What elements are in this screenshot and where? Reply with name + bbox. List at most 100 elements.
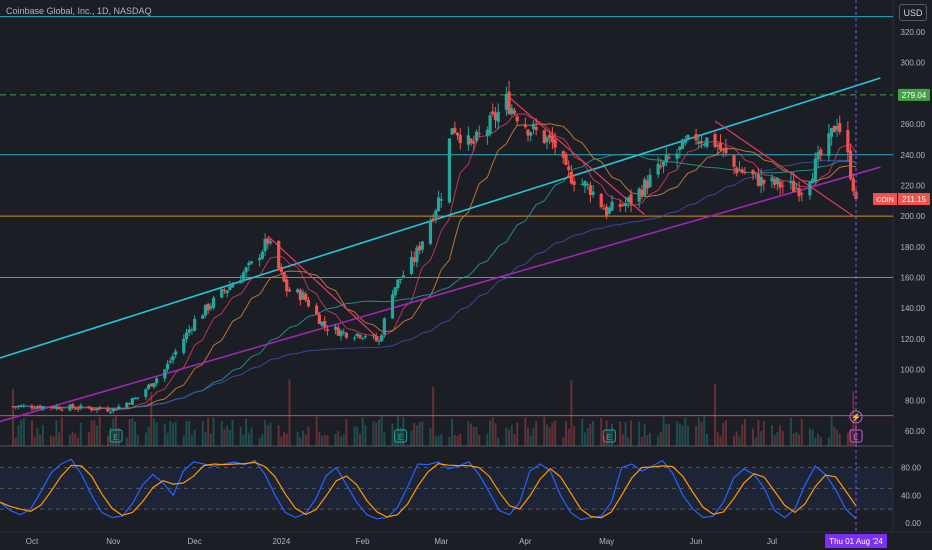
volume-bar bbox=[315, 416, 318, 446]
price-tick-label: 60.00 bbox=[905, 427, 926, 436]
volume-bar bbox=[581, 418, 584, 446]
candle-body bbox=[534, 126, 538, 131]
volume-bar bbox=[174, 421, 177, 446]
candle-body bbox=[797, 187, 801, 197]
volume-bar bbox=[250, 427, 253, 446]
candle-body bbox=[523, 124, 527, 128]
volume-bar bbox=[665, 423, 668, 446]
price-tick-label: 160.00 bbox=[901, 274, 926, 283]
candle-body bbox=[146, 384, 151, 389]
volume-bar bbox=[318, 431, 321, 446]
candle-body bbox=[648, 174, 652, 187]
candle-body bbox=[377, 340, 381, 342]
candle-body bbox=[14, 406, 18, 408]
volume-bar bbox=[413, 422, 416, 446]
volume-bar bbox=[448, 436, 451, 446]
price-tick-label: 180.00 bbox=[901, 243, 926, 252]
price-tick-label: 260.00 bbox=[901, 120, 926, 129]
candle-body bbox=[724, 147, 728, 154]
volume-bar bbox=[489, 420, 492, 446]
volume-bar bbox=[415, 425, 418, 446]
candle-body bbox=[474, 131, 479, 141]
candle-body bbox=[268, 241, 273, 244]
candle-body bbox=[344, 332, 349, 338]
candle-body bbox=[203, 304, 208, 316]
candle-body bbox=[716, 145, 720, 147]
earnings-marker bbox=[849, 429, 863, 443]
candle-body bbox=[645, 180, 649, 189]
volume-bar bbox=[185, 420, 188, 446]
candles bbox=[11, 80, 858, 415]
candle-body bbox=[466, 135, 470, 145]
price-tick-label: 220.00 bbox=[901, 181, 926, 190]
volume-bar bbox=[193, 429, 196, 446]
volume-bar bbox=[96, 425, 99, 446]
volume-bar bbox=[212, 417, 215, 446]
volume-bar bbox=[277, 425, 280, 446]
candle-body bbox=[434, 210, 438, 218]
volume-bar bbox=[819, 437, 822, 446]
symbol-tag bbox=[873, 193, 897, 206]
candle-body bbox=[415, 247, 419, 263]
candle-body bbox=[382, 318, 386, 335]
candle-body bbox=[491, 111, 495, 115]
candle-body bbox=[144, 389, 148, 397]
volume-bar bbox=[714, 383, 717, 446]
candle-body bbox=[680, 139, 685, 149]
candle-body bbox=[754, 172, 758, 174]
candle-body bbox=[458, 134, 462, 144]
candle-body bbox=[531, 124, 536, 129]
candle-body bbox=[667, 157, 671, 159]
volume-bar bbox=[738, 436, 741, 446]
volume-bar bbox=[432, 386, 435, 446]
candle-body bbox=[580, 183, 584, 185]
volume-bar bbox=[209, 433, 212, 446]
candle-body bbox=[228, 286, 232, 291]
candle-body bbox=[512, 110, 517, 114]
candle-body bbox=[510, 108, 514, 115]
volume-bar bbox=[600, 417, 603, 446]
volume-bar bbox=[624, 422, 627, 446]
candle-body bbox=[699, 141, 704, 144]
candle-body bbox=[770, 177, 774, 182]
volume-bar bbox=[630, 420, 633, 446]
candle-body bbox=[401, 275, 405, 279]
candle-body bbox=[789, 180, 793, 184]
candle-body bbox=[342, 331, 346, 333]
earnings-marker bbox=[394, 429, 408, 443]
candle-body bbox=[352, 337, 357, 339]
volume-bar bbox=[814, 437, 817, 446]
volume-bar bbox=[74, 433, 77, 446]
volume-bar bbox=[667, 424, 670, 446]
volume-bar bbox=[22, 418, 25, 446]
volume-bar bbox=[703, 416, 706, 446]
volume-bar bbox=[470, 423, 473, 446]
candle-body bbox=[187, 329, 191, 333]
volume-bar bbox=[307, 426, 310, 446]
candle-body bbox=[30, 406, 34, 409]
volume-bar bbox=[49, 435, 52, 446]
candle-body bbox=[165, 363, 170, 370]
candle-body bbox=[298, 290, 302, 301]
stochastic-pane-band bbox=[0, 468, 893, 510]
candle-body bbox=[171, 356, 175, 361]
candle-body bbox=[90, 408, 94, 411]
candle-body bbox=[333, 326, 338, 330]
currency-button[interactable]: USD bbox=[899, 4, 927, 21]
volume-bar bbox=[372, 421, 375, 446]
candle-body bbox=[591, 191, 595, 195]
volume-bar bbox=[106, 435, 109, 446]
candle-body bbox=[418, 245, 422, 251]
chart-title: Coinbase Global, Inc., 1D, NASDAQ bbox=[6, 6, 152, 16]
volume-bar bbox=[112, 418, 115, 446]
volume-bar bbox=[220, 421, 223, 446]
candle-body bbox=[732, 155, 736, 167]
volume-bar bbox=[562, 437, 565, 446]
volume-bar bbox=[852, 391, 855, 446]
volume-bar bbox=[808, 428, 811, 446]
candle-body bbox=[133, 397, 137, 400]
time-tick-label: Jul bbox=[767, 537, 777, 546]
candle-body bbox=[220, 288, 224, 298]
candle-body bbox=[320, 321, 324, 326]
